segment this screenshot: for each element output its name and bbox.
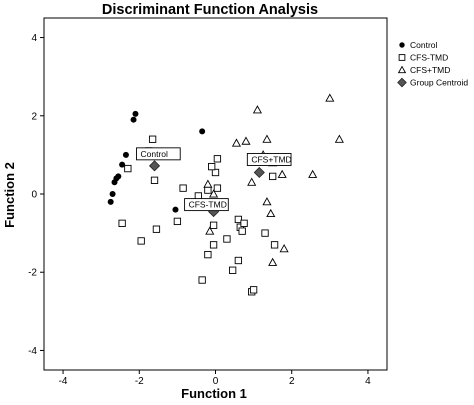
point-cfs-tmd [270,241,279,249]
y-axis-label: Function 2 [2,162,17,228]
point-group-centroid [148,160,161,172]
point-control [119,161,126,168]
point-control [107,198,114,205]
centroid-label-text: Control [141,149,169,159]
x-axis-label: Function 1 [181,386,247,401]
point-control [172,206,179,213]
y-tick-label: -4 [28,346,37,357]
point-cfs-tmd [152,225,161,233]
legend-marker-cfs-tmd [398,54,406,61]
x-tick-label: 0 [213,376,219,387]
point-cfs-tmd [118,219,126,227]
point-cfs-tmd [262,134,272,143]
legend-marker-control [399,42,405,48]
legend: Control CFS-TMD CFS+TMD Group Centroid [397,40,468,88]
x-tick-label: -4 [59,376,68,387]
point-control [109,191,116,197]
legend-item-control: Control [399,40,438,50]
y-tick-label: 0 [31,190,37,201]
point-cfs-tmd [124,164,132,173]
legend-label-cfs-tmd: CFS+TMD [410,65,450,75]
y-tick-label: 4 [31,33,37,44]
point-cfs-tmd [269,172,277,181]
legend-item-cfs-tmd: CFS+TMD [397,65,450,75]
point-control [132,110,139,117]
point-cfs-tmd [249,286,258,294]
point-control [199,128,206,135]
centroid-label: CFS-TMD [184,198,229,212]
point-cfs-tmd [277,169,287,178]
point-cfs-tmd [334,134,344,143]
point-cfs-tmd [308,169,318,178]
point-cfs-tmd [213,155,222,163]
point-cfs-tmd [208,162,216,171]
point-cfs-tmd [209,189,219,198]
point-cfs-tmd [204,186,212,194]
point-group-centroid [253,166,265,179]
point-cfs-tmd [203,179,213,188]
point-cfs-tmd [268,257,278,266]
x-tick-label: -2 [135,376,144,387]
chart-title: Discriminant Function Analysis [102,2,318,18]
point-cfs-tmd [205,226,215,235]
point-cfs-tmd [223,235,231,243]
x-tick-label: 2 [289,376,295,387]
centroid-label-box [184,198,229,212]
point-cfs-tmd [234,215,243,224]
point-cfs-tmd [325,93,335,102]
point-cfs-tmd [137,237,145,245]
legend-item-cfs-tmd: CFS-TMD [398,53,448,63]
centroid-label: CFS+TMD [246,153,292,166]
point-cfs-tmd [211,168,220,177]
x-tick-label: 4 [365,376,371,387]
centroid-label-text: CFS+TMD [251,154,291,164]
centroid-labels: Control CFS+TMD CFS-TMD [136,147,292,212]
y-tick-label: -2 [28,268,37,279]
centroid-label-box [246,153,292,166]
point-cfs-tmd [209,241,218,249]
centroid-label: Control [136,147,181,161]
point-cfs-tmd [179,184,187,192]
point-cfs-tmd [279,244,289,253]
point-cfs-tmd [247,177,257,186]
point-cfs-tmd [231,138,242,147]
legend-item-group-centroid: Group Centroid [397,77,468,88]
point-control [130,116,137,123]
axis-ticks: -4 -2 0 2 4 -4 -2 0 2 4 [28,33,371,387]
point-cfs-tmd [240,219,248,227]
point-control [122,151,129,158]
point-cfs-tmd [150,176,159,184]
point-cfs-tmd [198,276,206,284]
point-cfs-tmd [266,208,276,218]
point-cfs-tmd [204,250,212,259]
point-cfs-tmd [209,221,218,229]
point-cfs-tmd [262,197,272,206]
legend-label-group-centroid: Group Centroid [410,78,468,88]
point-cfs-tmd [241,136,251,145]
point-cfs-tmd [148,135,157,143]
point-cfs-tmd [261,229,269,237]
point-cfs-tmd [252,105,262,114]
point-cfs-tmd [238,227,246,235]
point-control [111,179,118,186]
y-tick-label: 2 [31,111,37,122]
legend-label-control: Control [410,40,438,50]
point-cfs-tmd [213,184,222,192]
point-cfs-tmd [228,266,237,274]
centroid-label-box [136,147,181,161]
legend-marker-group-centroid [397,77,407,88]
legend-marker-cfs-tmd [397,65,407,74]
legend-label-cfs-tmd: CFS-TMD [410,53,448,63]
point-cfs-tmd [234,256,243,265]
centroid-label-text: CFS-TMD [189,200,227,210]
point-cfs-tmd [173,217,182,226]
